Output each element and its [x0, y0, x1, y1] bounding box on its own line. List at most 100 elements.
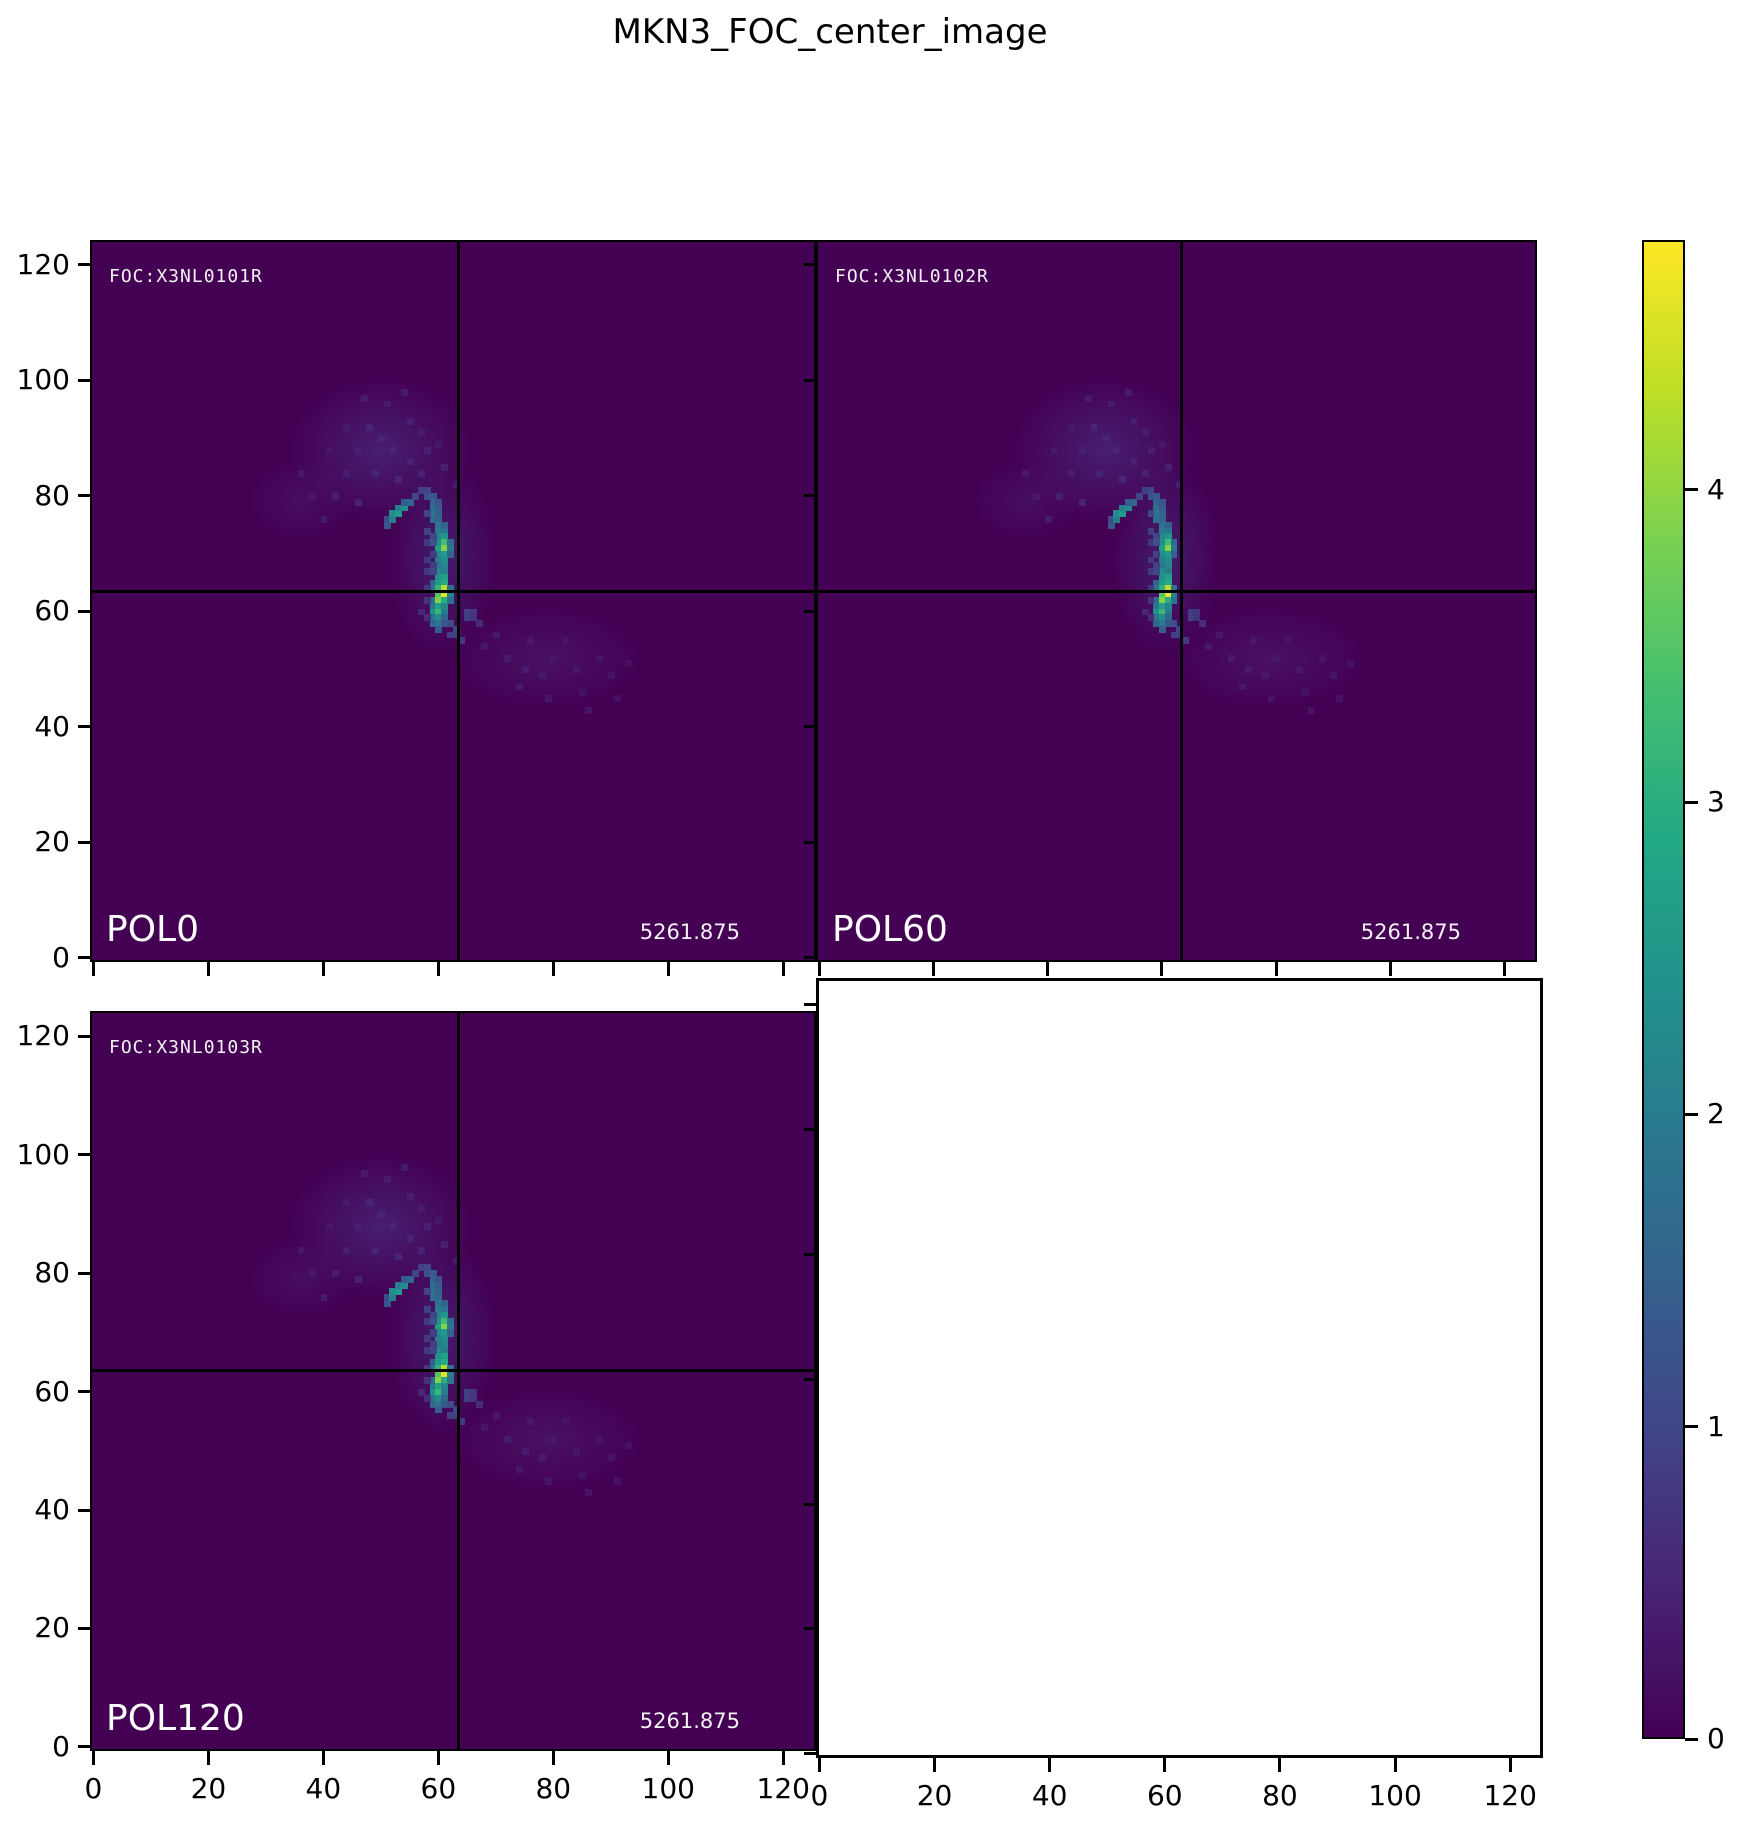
- data-pixel: [1159, 585, 1166, 593]
- y-tick-label: 40: [34, 1493, 70, 1527]
- data-pixel: [429, 620, 437, 627]
- data-pixel: [429, 1276, 437, 1284]
- data-pixel: [1119, 504, 1126, 512]
- data-pixel: [1136, 492, 1144, 500]
- data-pixel: [320, 1293, 328, 1301]
- data-pixel: [1153, 539, 1161, 547]
- data-pixel: [360, 1169, 368, 1177]
- data-pixel: [1170, 596, 1178, 604]
- data-pixel: [492, 1412, 500, 1420]
- data-pixel: [446, 1376, 454, 1384]
- data-pixel: [1153, 492, 1161, 500]
- data-pixel: [446, 1370, 454, 1378]
- data-pixel: [1164, 579, 1172, 587]
- data-pixel: [429, 1388, 437, 1396]
- y-tick-mark: [78, 1034, 90, 1038]
- data-pixel: [446, 631, 454, 639]
- x-tick-label: 100: [641, 1772, 695, 1805]
- data-pixel: [1159, 608, 1166, 616]
- data-pixel: [412, 1270, 420, 1278]
- data-pixel: [435, 579, 443, 587]
- data-pixel: [452, 1406, 460, 1414]
- data-pixel: [1147, 614, 1155, 622]
- data-pixel: [504, 1436, 512, 1444]
- data-pixel: [383, 516, 391, 523]
- data-pixel: [1227, 654, 1235, 662]
- data-pixel: [395, 1288, 403, 1296]
- x-tick-mark: [321, 962, 325, 976]
- data-pixel: [435, 1347, 443, 1355]
- data-pixel: [527, 1418, 535, 1426]
- data-pixel: [1164, 550, 1172, 558]
- data-pixel: [1079, 498, 1086, 506]
- data-pixel: [1159, 516, 1166, 523]
- data-pixel: [383, 1175, 391, 1183]
- data-pixel: [423, 614, 431, 622]
- data-pixel: [1216, 631, 1223, 639]
- data-pixel: [464, 614, 472, 622]
- data-pixel: [423, 1305, 431, 1313]
- data-pixel: [395, 510, 403, 518]
- data-pixel: [1159, 579, 1166, 587]
- data-pixel: [429, 539, 437, 547]
- data-pixel: [435, 1365, 443, 1373]
- data-pixel: [607, 672, 615, 679]
- data-pixel: [1199, 620, 1206, 627]
- data-pixel: [389, 1293, 397, 1301]
- data-pixel: [1159, 498, 1166, 506]
- data-pixel: [441, 1370, 449, 1378]
- data-pixel: [1159, 614, 1166, 622]
- data-pixel: [469, 608, 477, 616]
- crosshair-vertical: [456, 242, 460, 960]
- data-pixel: [1164, 568, 1172, 575]
- colorbar: [1642, 240, 1685, 1739]
- data-pixel: [435, 625, 443, 633]
- data-pixel: [446, 550, 454, 558]
- y-tick-label: 60: [34, 1374, 70, 1408]
- data-pixel: [446, 1329, 454, 1337]
- data-pixel: [343, 1246, 351, 1254]
- data-pixel: [1147, 539, 1155, 547]
- data-pixel: [1141, 487, 1149, 495]
- y-tick-mark: [804, 1752, 816, 1756]
- y-tick-mark: [804, 1377, 816, 1381]
- data-pixel: [1147, 510, 1155, 518]
- data-pixel: [1079, 446, 1086, 454]
- data-pixel: [435, 620, 443, 627]
- data-pixel: [1153, 504, 1161, 512]
- data-pixel: [429, 533, 437, 541]
- data-pixel: [1153, 585, 1161, 593]
- data-pixel: [435, 1323, 443, 1331]
- data-pixel: [1159, 441, 1166, 448]
- data-pixel: [435, 516, 443, 523]
- data-pixel: [383, 400, 391, 408]
- x-tick-mark: [1502, 962, 1506, 976]
- data-pixel: [435, 562, 443, 570]
- data-pixel: [441, 591, 449, 599]
- data-pixel: [423, 1270, 431, 1278]
- data-pixel: [354, 1276, 362, 1284]
- data-pixel: [452, 1412, 460, 1420]
- data-pixel: [435, 596, 443, 604]
- data-pixel: [464, 1388, 472, 1396]
- data-pixel: [561, 637, 569, 645]
- data-pixel: [412, 492, 420, 500]
- data-pixel: [429, 562, 437, 570]
- y-tick-mark: [78, 725, 90, 729]
- data-pixel: [1050, 446, 1058, 454]
- x-tick-mark: [1163, 1758, 1167, 1772]
- data-pixel: [423, 1347, 431, 1355]
- data-pixel: [320, 516, 328, 523]
- data-pixel: [343, 469, 351, 477]
- data-pixel: [515, 1465, 523, 1473]
- y-tick-mark: [78, 263, 90, 267]
- data-pixel: [452, 481, 460, 489]
- data-pixel: [383, 1293, 391, 1301]
- y-tick-label: 120: [16, 247, 70, 281]
- data-pixel: [309, 492, 316, 500]
- x-tick-mark: [933, 1758, 937, 1772]
- x-tick-mark: [321, 1751, 325, 1765]
- data-pixel: [1119, 510, 1126, 518]
- x-tick-label: 0: [810, 1779, 829, 1812]
- data-pixel: [435, 1370, 443, 1378]
